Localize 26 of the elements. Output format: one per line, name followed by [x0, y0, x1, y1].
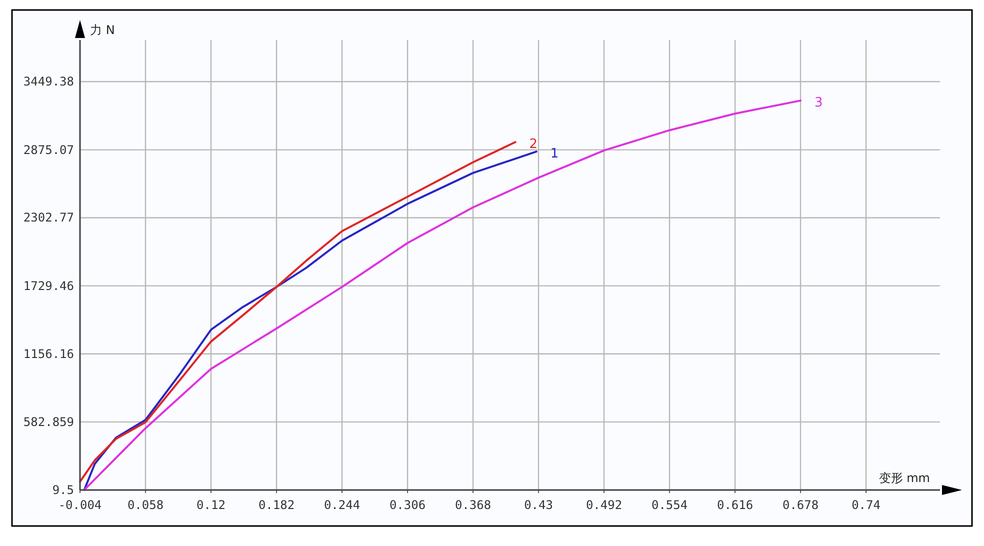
x-axis-title: 变形 mm: [878, 471, 930, 485]
x-tick-label: 0.616: [716, 498, 754, 512]
x-tick-label: 0.43: [524, 498, 553, 512]
y-tick-label: 582.859: [23, 414, 74, 429]
x-tick-label: 0.182: [258, 498, 295, 512]
y-tick-label: 2302.77: [23, 210, 74, 225]
x-tick-label: 0.74: [852, 498, 880, 512]
x-tick-label: 0.12: [196, 498, 226, 512]
x-tick-label: 0.244: [324, 498, 360, 512]
line-series: [83, 100, 802, 491]
series-label: 1: [550, 146, 559, 162]
x-tick-label: 0.492: [586, 498, 622, 512]
series-label: 2: [529, 137, 538, 152]
y-tick-label: 1729.46: [23, 278, 74, 293]
x-tick-label: 0.306: [389, 498, 426, 512]
x-tick-label: 0.058: [127, 498, 164, 512]
y-axis-title: 力 N: [90, 23, 115, 37]
x-tick-label: 0.368: [454, 498, 492, 512]
series-label: 3: [814, 96, 823, 111]
y-tick-label: 1156.16: [23, 346, 74, 361]
y-tick-label: 3449.38: [23, 74, 74, 89]
x-tick-label: 0.554: [651, 498, 688, 512]
x-tick-label: -0.004: [58, 498, 102, 512]
x-tick-label: 0.678: [782, 498, 819, 512]
y-tick-label: 9.5: [52, 483, 74, 497]
y-tick-label: 2875.07: [23, 142, 74, 157]
